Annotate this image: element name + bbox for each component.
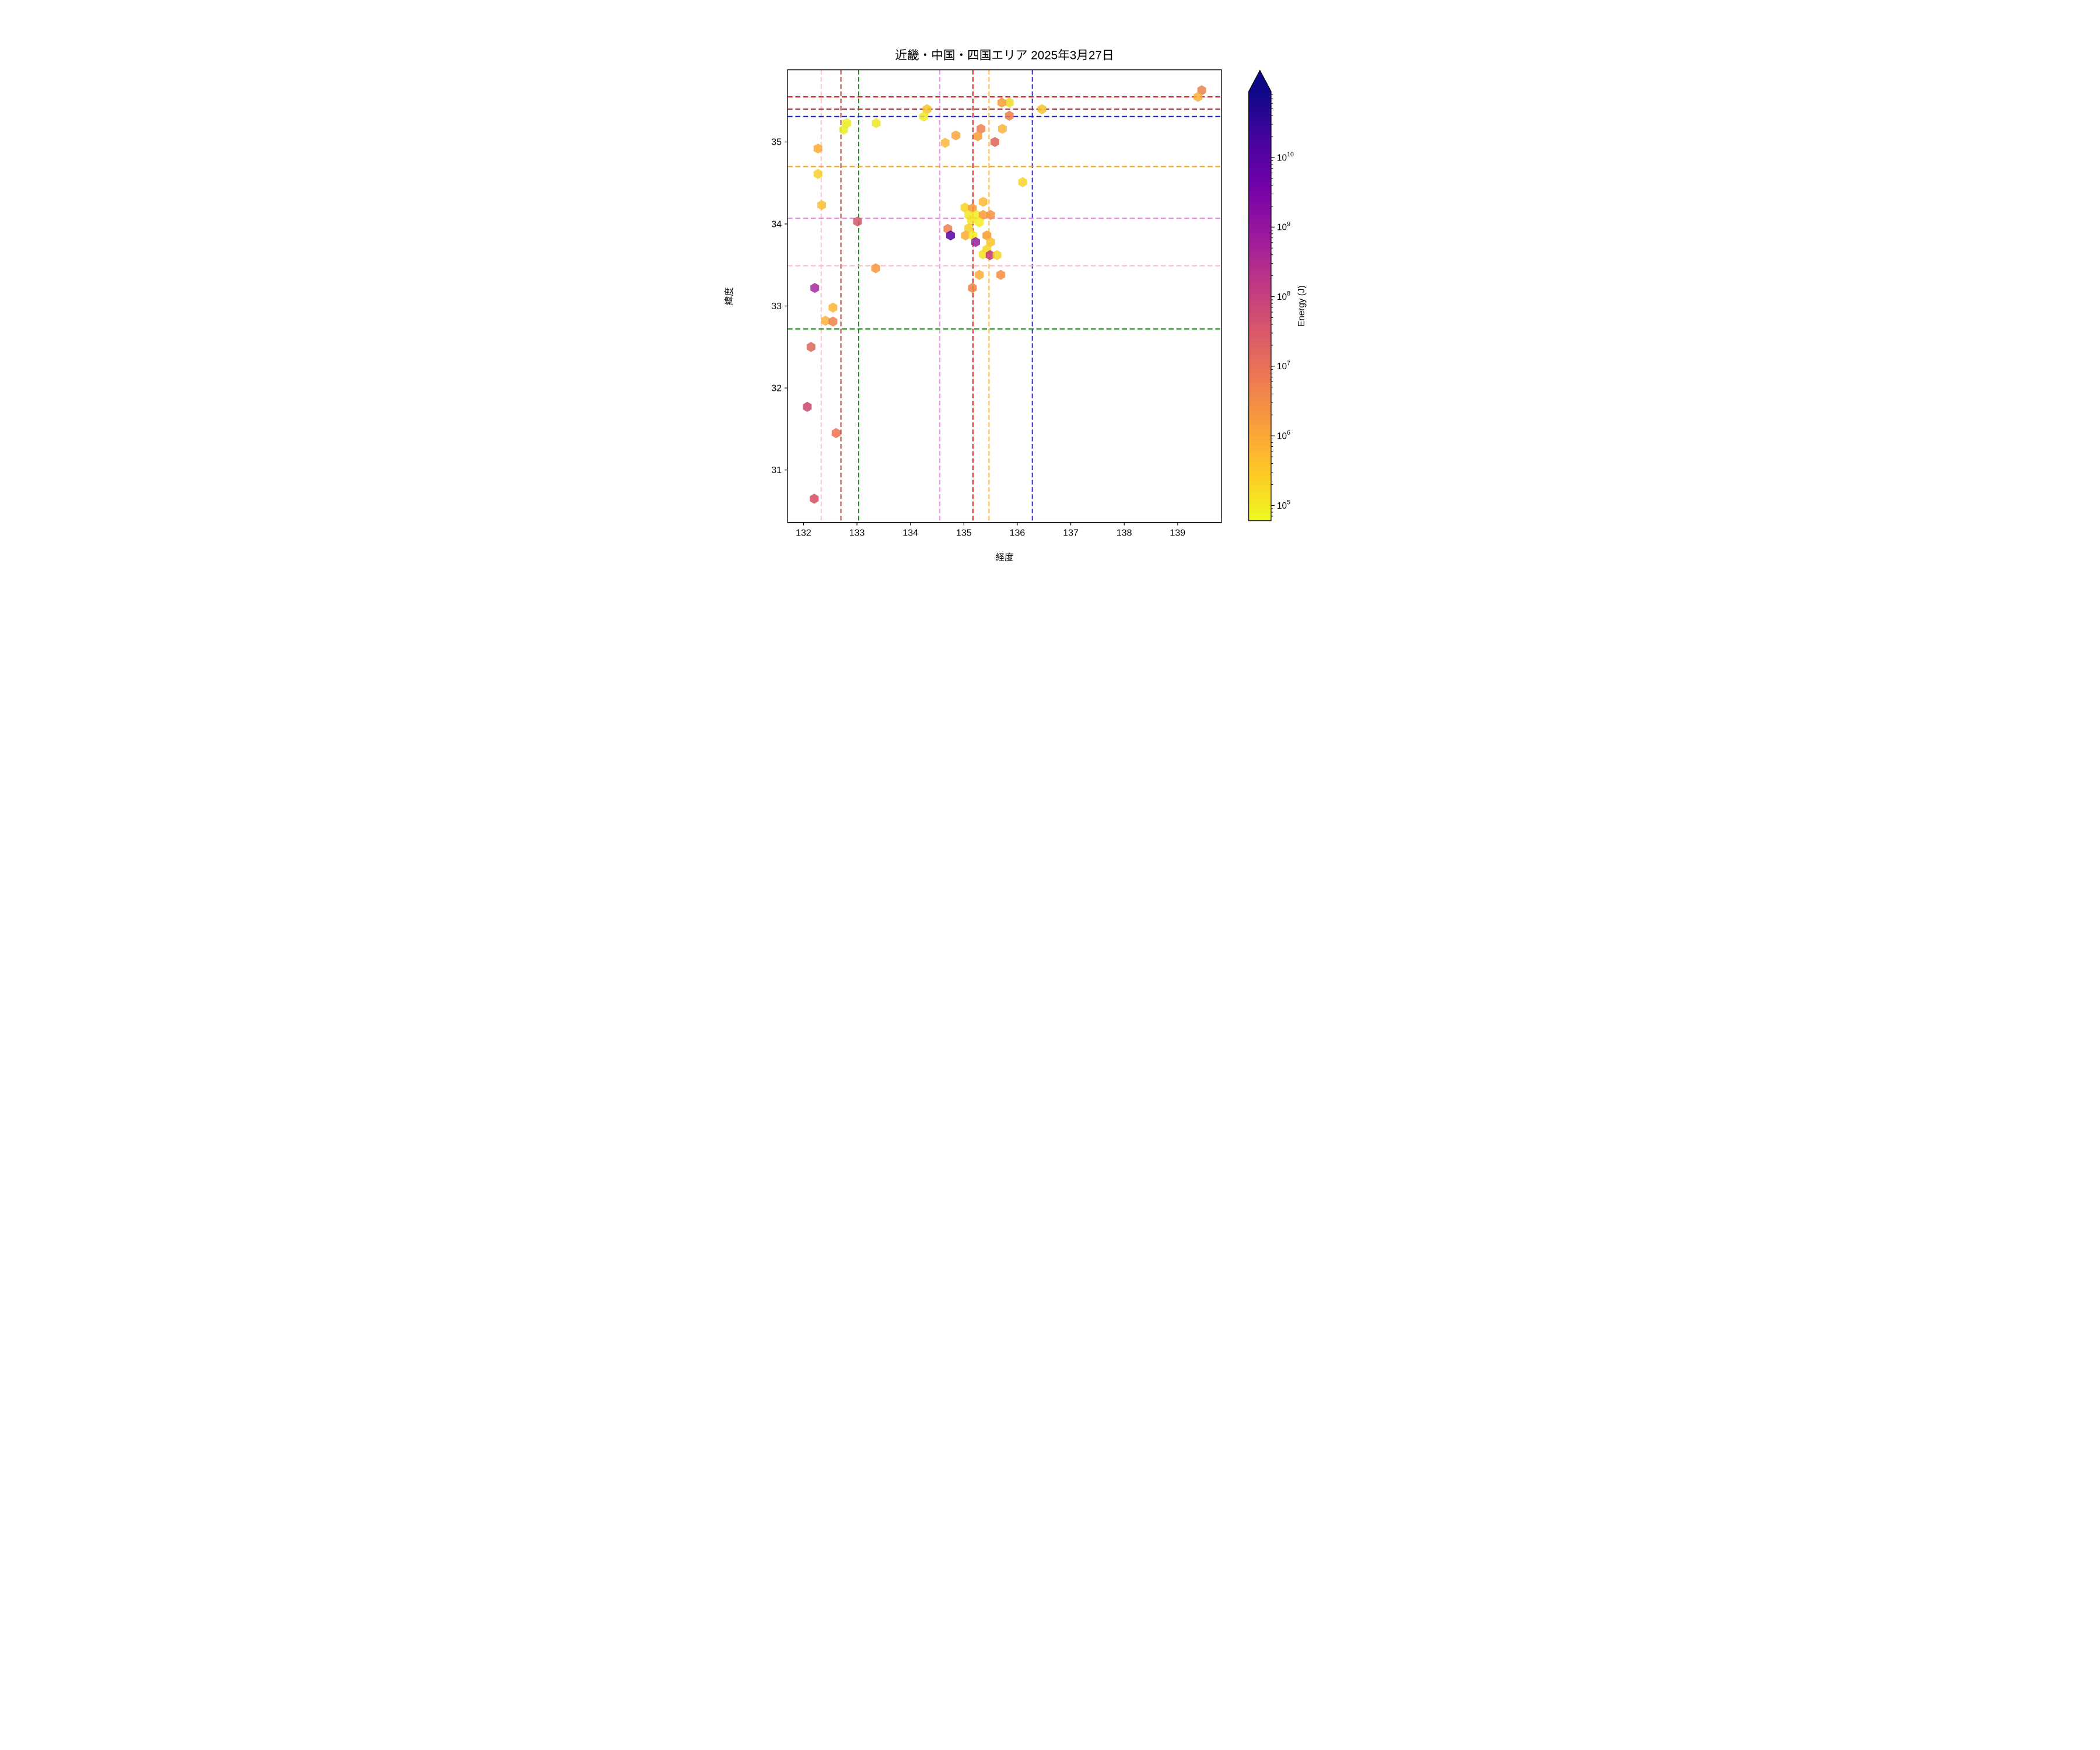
x-tick-label: 134 <box>902 528 918 538</box>
data-point <box>991 136 1000 148</box>
x-tick-label: 137 <box>1063 528 1079 538</box>
data-point <box>853 216 862 227</box>
colorbar-layer: 105 106 107 108 109 1010 <box>1248 69 1294 522</box>
data-point <box>975 217 984 228</box>
colorbar-tick-label: 107 <box>1277 360 1290 372</box>
axes-layer: 132 133 134 135 136 137 138 139 31 32 33 34 35 <box>771 69 1222 538</box>
colorbar-tick-label: 106 <box>1277 429 1290 441</box>
colorbar-tick-label: 109 <box>1277 220 1290 232</box>
data-point <box>975 270 984 280</box>
x-tick-label: 139 <box>1170 528 1186 538</box>
data-point <box>1037 104 1046 114</box>
data-point <box>968 282 977 293</box>
reference-lines-layer <box>788 69 1222 523</box>
data-point <box>1194 92 1203 102</box>
figure: 132 133 134 135 136 137 138 139 31 32 33 34 35 105 10… <box>700 0 1400 583</box>
data-point <box>922 104 932 114</box>
y-tick-label: 32 <box>771 383 782 393</box>
data-point <box>1005 110 1014 121</box>
plot-border <box>787 69 1222 523</box>
colorbar-label: Energy (J) <box>1297 285 1307 327</box>
colorbar-tick-label: 105 <box>1277 499 1290 510</box>
x-tick-label: 138 <box>1116 528 1132 538</box>
data-point <box>964 223 974 233</box>
y-axis-label: 緯度 <box>724 287 734 305</box>
data-point <box>946 230 955 241</box>
data-point <box>810 282 820 293</box>
data-point <box>810 494 819 504</box>
data-point <box>831 428 841 439</box>
data-point <box>828 302 838 313</box>
data-point <box>940 138 950 148</box>
x-tick-label: 136 <box>1010 528 1026 538</box>
data-point <box>971 237 981 247</box>
data-point <box>997 97 1006 108</box>
data-point <box>961 230 970 241</box>
data-point <box>803 401 812 412</box>
data-point <box>821 316 830 326</box>
data-points-layer <box>803 85 1206 504</box>
data-point <box>978 249 988 260</box>
data-point <box>960 202 970 213</box>
y-tick-label: 34 <box>771 219 782 229</box>
data-point <box>872 118 881 128</box>
data-point <box>973 131 982 142</box>
x-tick-label: 132 <box>796 528 811 538</box>
data-point <box>996 270 1006 280</box>
colorbar-tick-label: 108 <box>1277 290 1290 302</box>
data-point <box>998 124 1007 134</box>
data-point <box>813 169 822 179</box>
x-tick-label: 135 <box>956 528 972 538</box>
data-point <box>978 197 988 207</box>
data-point <box>817 200 827 211</box>
x-tick-label: 133 <box>849 528 865 538</box>
data-point <box>828 316 838 327</box>
y-tick-label: 33 <box>771 302 782 312</box>
chart-title: 近畿・中国・四国エリア 2025年3月27日 <box>895 49 1114 62</box>
colorbar <box>1248 69 1272 522</box>
y-tick-label: 31 <box>771 466 782 475</box>
data-point <box>1018 177 1027 187</box>
data-point <box>967 215 976 225</box>
colorbar-tick-label: 1010 <box>1277 151 1294 163</box>
data-point <box>985 250 995 261</box>
data-point <box>986 237 995 247</box>
data-point <box>806 342 816 352</box>
data-point <box>1005 97 1014 108</box>
data-point <box>919 111 929 122</box>
data-point <box>813 143 822 154</box>
data-point <box>992 250 1002 261</box>
y-tick-label: 35 <box>771 138 782 148</box>
data-point <box>978 209 988 220</box>
data-point <box>871 263 880 274</box>
data-point <box>839 124 848 135</box>
data-point <box>951 130 961 141</box>
data-point <box>977 124 986 134</box>
x-axis-label: 経度 <box>996 553 1014 563</box>
data-point <box>986 209 995 220</box>
